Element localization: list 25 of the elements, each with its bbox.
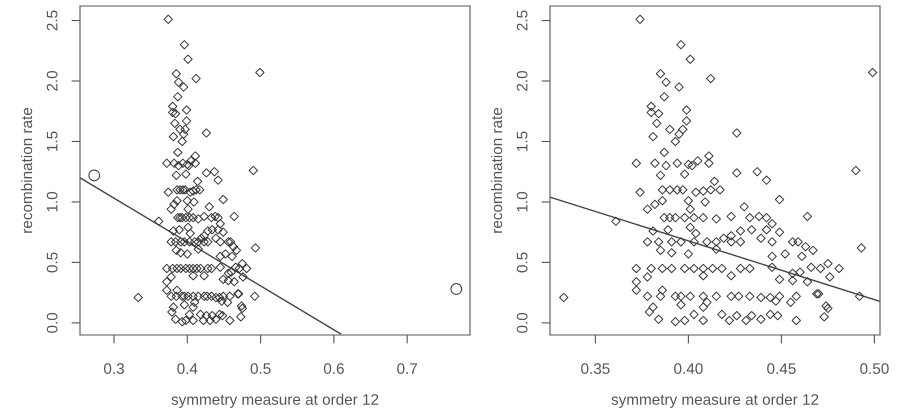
y-tick-label: 1.0	[46, 192, 58, 212]
y-tick-label: 2.0	[516, 70, 528, 91]
x-tick-label: 0.7	[397, 363, 418, 374]
x-tick-label: 0.40	[674, 363, 703, 374]
y-axis-title: recombination rate	[490, 108, 502, 233]
y-tick-label: 2.5	[516, 10, 528, 30]
y-tick-label: 0.5	[46, 252, 58, 272]
x-axis-title: symmetry measure at order 12	[171, 394, 378, 408]
x-tick-label: 0.6	[324, 363, 344, 374]
x-tick-label: 0.45	[767, 363, 796, 374]
y-tick-label: 1.5	[516, 131, 528, 151]
y-tick-label: 0.0	[516, 312, 528, 333]
y-axis-title: recombination rate	[20, 108, 32, 233]
y-tick-label: 0.5	[516, 252, 528, 272]
x-tick-label: 0.35	[581, 363, 610, 374]
y-tick-label: 0.0	[46, 312, 58, 333]
y-tick-label: 2.5	[46, 10, 58, 30]
y-tick-label: 1.0	[516, 192, 528, 212]
x-tick-label: 0.50	[860, 363, 889, 374]
x-tick-label: 0.3	[104, 363, 124, 374]
y-tick-label: 2.0	[46, 70, 58, 91]
x-axis-title: symmetry measure at order 12	[611, 394, 818, 408]
x-tick-label: 0.4	[177, 363, 198, 374]
y-tick-label: 1.5	[46, 131, 58, 151]
x-tick-label: 0.5	[250, 363, 271, 374]
